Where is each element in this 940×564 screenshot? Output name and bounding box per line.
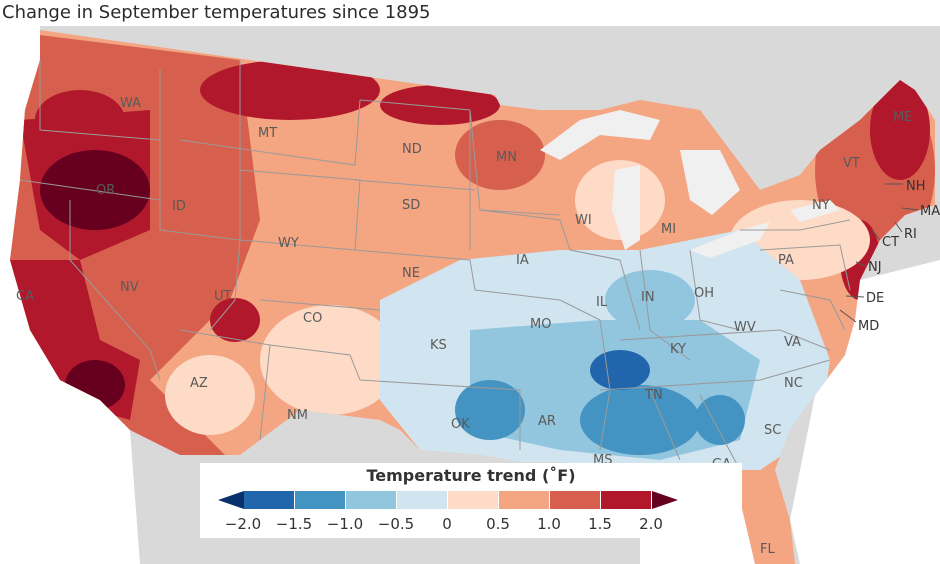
legend-swatch <box>346 491 396 509</box>
legend-tick-label: −0.5 <box>378 515 414 533</box>
atlantic-ocean <box>790 260 940 564</box>
legend-tick-label: −1.5 <box>276 515 312 533</box>
state-label-nm: NM <box>287 408 308 423</box>
legend-tick-label: 0 <box>442 515 452 533</box>
state-label-az: AZ <box>190 376 208 391</box>
state-label-nj: NJ <box>868 260 882 275</box>
state-label-ar: AR <box>538 414 556 429</box>
pacific-ocean <box>0 26 40 260</box>
state-label-nc: NC <box>784 376 803 391</box>
state-label-md: MD <box>858 319 879 334</box>
legend-arrow-low <box>218 491 244 509</box>
state-label-me: ME <box>893 110 912 125</box>
legend-tick-label: −2.0 <box>225 515 261 533</box>
state-label-ca: CA <box>16 289 34 304</box>
state-label-pa: PA <box>778 253 794 268</box>
state-label-wv: WV <box>734 320 756 335</box>
state-label-mi: MI <box>661 222 676 237</box>
state-label-mn: MN <box>496 150 517 165</box>
lake-huron <box>680 150 740 215</box>
legend-tick-label: 2.0 <box>639 515 663 533</box>
lake-superior <box>540 110 660 160</box>
state-label-ny: NY <box>812 198 830 213</box>
external-state-labels: NH MA RI CT NJ DE MD <box>858 179 940 334</box>
state-label-co: CO <box>303 311 322 326</box>
legend-swatch <box>499 491 549 509</box>
state-label-ia: IA <box>516 253 529 268</box>
legend-swatch <box>244 491 294 509</box>
state-boundaries <box>19 60 851 471</box>
pacific-ocean-south <box>0 260 140 564</box>
legend-swatch <box>550 491 600 509</box>
state-label-wi: WI <box>575 213 592 228</box>
state-label-ct: CT <box>882 235 899 250</box>
state-label-or: OR <box>96 183 115 198</box>
legend-title: Temperature trend (˚F) <box>366 466 576 485</box>
state-label-ne: NE <box>402 266 420 281</box>
state-label-sc: SC <box>764 423 781 438</box>
state-label-vt: VT <box>843 156 860 171</box>
legend-tick-label: −1.0 <box>327 515 363 533</box>
legend-colorbar: −2.0 −1.5 −1.0 −0.5 0 0.5 1.0 1.5 2.0 <box>218 491 678 533</box>
legend-tick-label: 1.0 <box>537 515 561 533</box>
state-label-ok: OK <box>451 417 470 432</box>
state-label-wy: WY <box>278 236 299 251</box>
state-label-wa: WA <box>120 96 141 111</box>
state-label-mo: MO <box>530 317 551 332</box>
legend-swatch <box>397 491 447 509</box>
state-label-ri: RI <box>904 227 917 242</box>
state-label-ma: MA <box>920 204 940 219</box>
legend-tick-label: 0.5 <box>486 515 510 533</box>
legend-tick-label: 1.5 <box>588 515 612 533</box>
state-label-nh: NH <box>906 179 926 194</box>
state-label-id: ID <box>172 199 186 214</box>
state-label-nd: ND <box>402 142 422 157</box>
map-title: Change in September temperatures since 1… <box>2 2 431 23</box>
state-label-ky: KY <box>670 342 686 357</box>
legend: Temperature trend (˚F) −2.0 −1.5 −1.0 −0.5 0… <box>200 463 742 538</box>
state-label-il: IL <box>596 295 608 310</box>
state-label-mt: MT <box>258 126 277 141</box>
legend-swatch <box>295 491 345 509</box>
legend-arrow-high <box>652 491 678 509</box>
legend-swatch <box>601 491 651 509</box>
state-label-in: IN <box>641 290 655 305</box>
state-label-sd: SD <box>402 198 420 213</box>
state-label-de: DE <box>866 291 884 306</box>
state-label-tn: TN <box>644 388 663 403</box>
state-labels: WA OR CA ID NV MT WY UT AZ CO NM ND SD N… <box>16 96 912 557</box>
lake-michigan <box>612 165 640 250</box>
state-label-fl: FL <box>760 542 775 557</box>
state-label-ut: UT <box>214 289 232 304</box>
state-label-nv: NV <box>120 280 139 295</box>
leader-lines <box>839 183 919 323</box>
lake-erie <box>690 222 770 258</box>
state-label-oh: OH <box>694 286 714 301</box>
state-label-ks: KS <box>430 338 447 353</box>
state-label-va: VA <box>784 335 801 350</box>
lake-ontario <box>790 200 840 222</box>
legend-swatch <box>448 491 498 509</box>
